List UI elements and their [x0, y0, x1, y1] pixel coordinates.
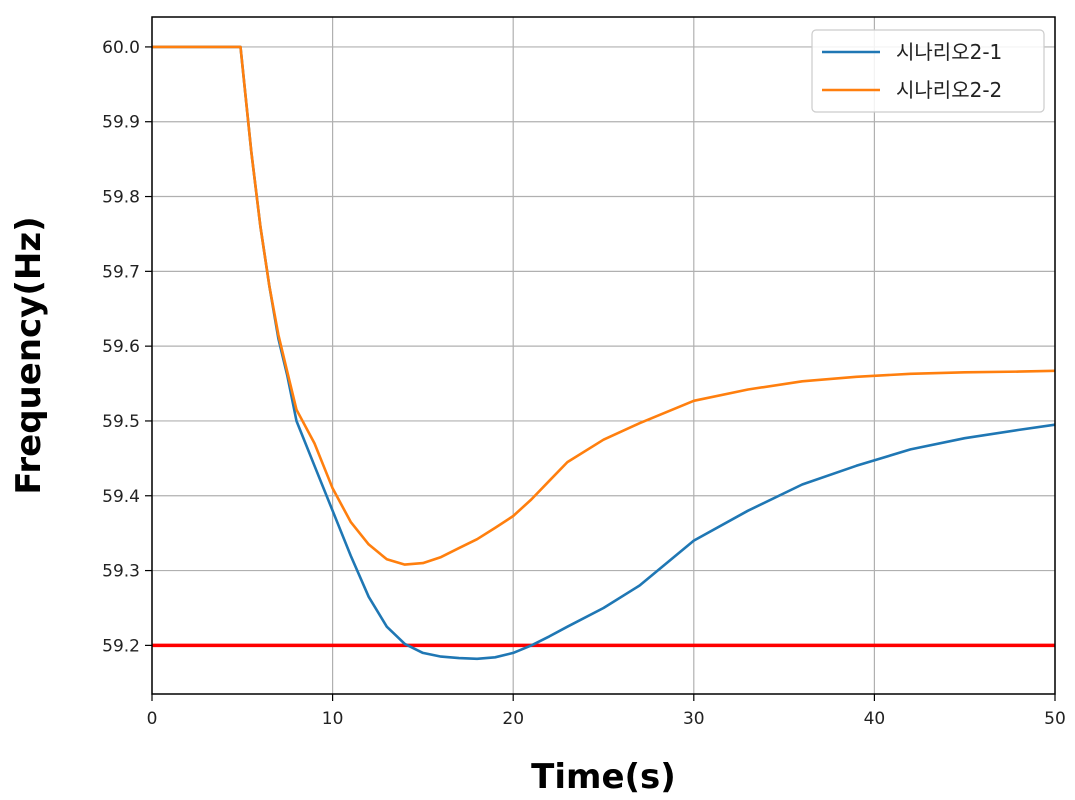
x-tick-label: 30	[683, 709, 705, 729]
legend-box	[811, 29, 1045, 113]
y-tick-label: 59.2	[102, 636, 140, 656]
y-tick-label: 60.0	[102, 38, 140, 58]
x-axis-title: Time(s)	[531, 757, 676, 797]
legend-label-2: 시나리오2-2	[896, 78, 1002, 102]
plot-frame	[151, 16, 1056, 695]
y-tick-label: 59.3	[102, 562, 140, 582]
plot-area	[152, 17, 1055, 694]
series-line-2	[152, 45, 1056, 566]
x-tick-label: 0	[147, 709, 158, 729]
y-tick-label: 59.9	[102, 113, 140, 133]
y-tick-label: 59.8	[102, 188, 140, 208]
y-tick-label: 59.6	[102, 337, 140, 357]
x-tick-label: 50	[1044, 709, 1066, 729]
x-tick-label: 10	[322, 709, 344, 729]
x-tick-label: 40	[864, 709, 886, 729]
y-tick-label: 59.4	[102, 487, 140, 507]
x-tick-label: 20	[502, 709, 524, 729]
y-axis-title: Frequency(Hz)	[9, 216, 49, 494]
legend-label-1: 시나리오2-1	[896, 40, 1002, 64]
y-tick-label: 59.7	[102, 262, 140, 282]
y-tick-label: 59.5	[102, 412, 140, 432]
